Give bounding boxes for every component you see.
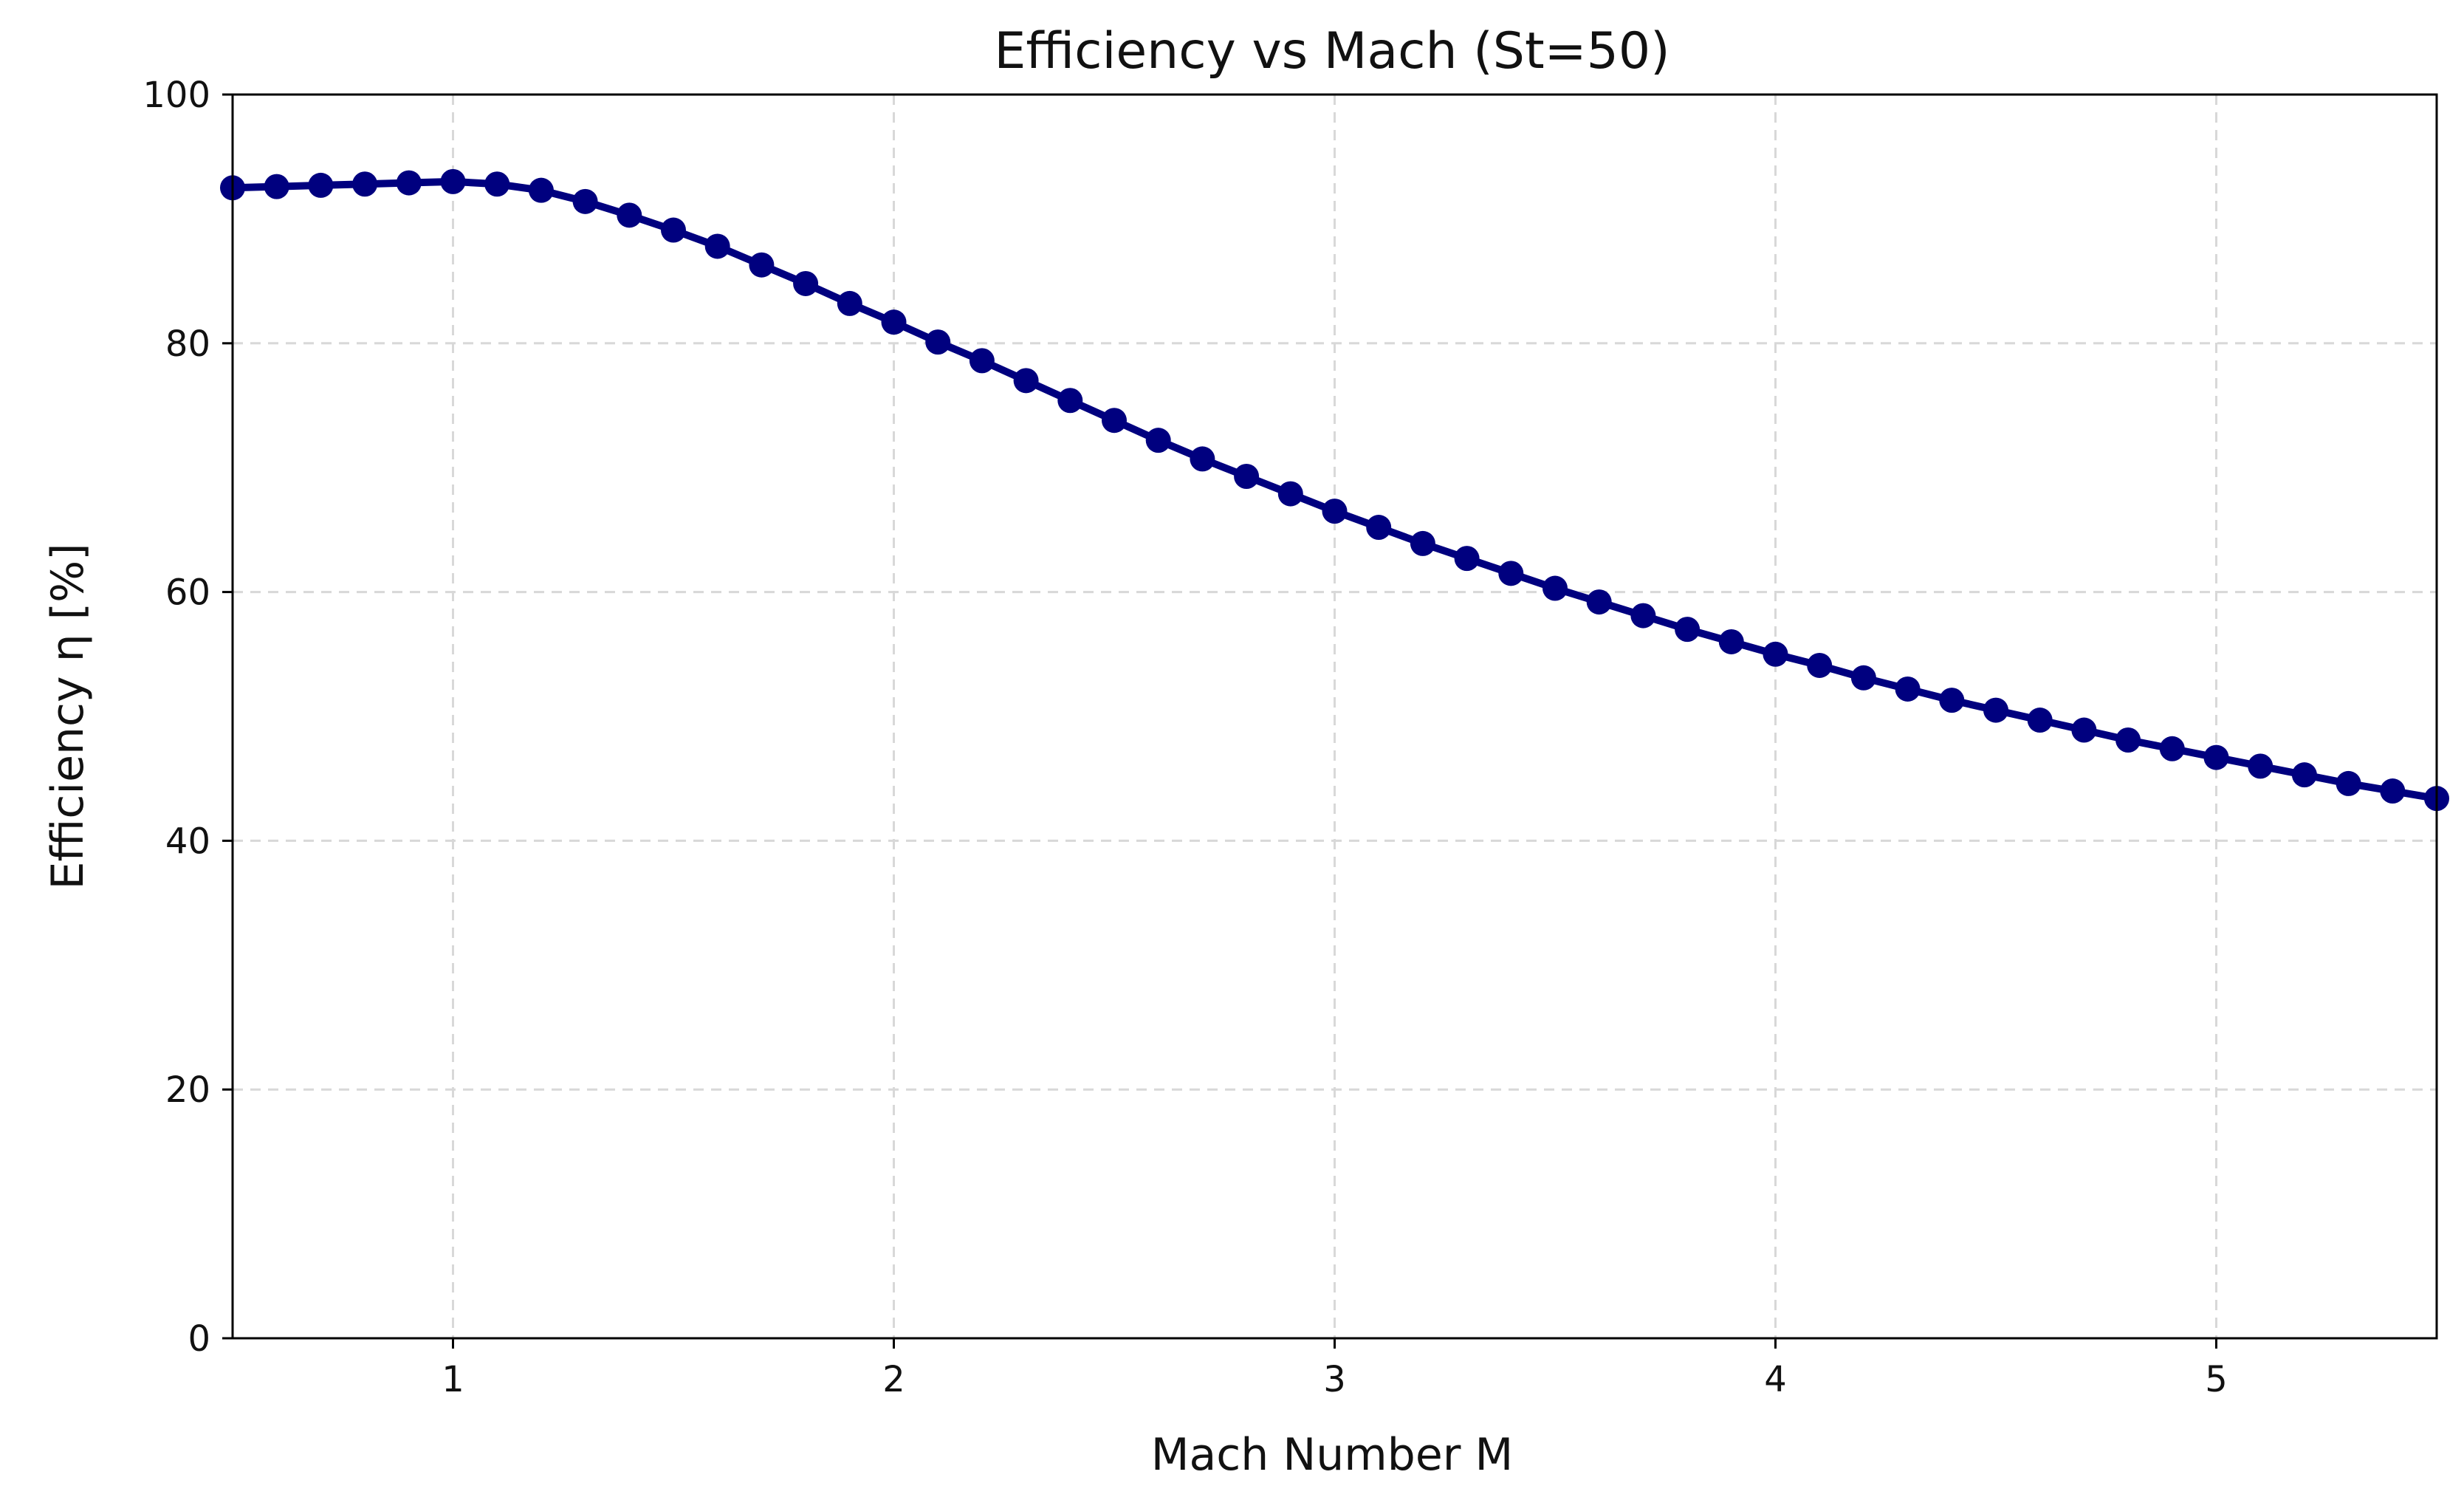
data-point: [2380, 778, 2406, 804]
y-tick-label: 60: [165, 572, 210, 614]
data-point: [1190, 446, 1215, 472]
data-point: [1630, 603, 1656, 629]
data-point: [793, 270, 819, 296]
data-point: [661, 217, 686, 243]
data-point: [572, 188, 598, 214]
data-point: [308, 172, 334, 198]
data-point: [1454, 546, 1480, 572]
data-point: [1322, 499, 1348, 524]
x-axis-label: Mach Number M: [1151, 1429, 1514, 1481]
data-point: [1410, 530, 1435, 556]
data-point: [2291, 762, 2317, 788]
data-point: [1145, 428, 1171, 453]
x-tick-label: 3: [1323, 1359, 1346, 1400]
data-point: [837, 290, 862, 316]
data-point: [1234, 463, 1260, 489]
data-point: [484, 171, 510, 197]
data-point: [925, 329, 951, 355]
data-point: [1718, 629, 1744, 654]
data-point: [1939, 688, 1965, 713]
data-point: [2248, 753, 2273, 779]
x-tick-label: 1: [442, 1359, 464, 1400]
data-point: [969, 348, 995, 374]
data-point: [1057, 388, 1083, 414]
data-point: [1102, 408, 1127, 434]
data-point: [1013, 368, 1039, 394]
data-point: [2159, 736, 2185, 761]
data-point: [1277, 481, 1303, 507]
chart-title: Efficiency vs Mach (St=50): [994, 22, 1669, 81]
data-point: [749, 252, 775, 278]
y-tick-label: 40: [165, 821, 210, 862]
data-point: [1675, 617, 1701, 643]
x-tick-label: 5: [2205, 1359, 2228, 1400]
y-tick-label: 80: [165, 323, 210, 365]
data-point: [1850, 665, 1876, 691]
data-point: [881, 309, 907, 335]
data-point: [1983, 697, 2008, 723]
marker-layer: [220, 168, 2449, 812]
data-point: [1763, 641, 1788, 667]
data-point: [528, 177, 554, 203]
data-point: [1542, 575, 1568, 601]
data-point: [2115, 727, 2141, 753]
tick-layer: 1 2 3 4 5 0 20 40 60 80 100: [143, 75, 2227, 1400]
y-tick-label: 100: [143, 75, 210, 116]
data-point: [1807, 652, 1833, 678]
grid-layer: [233, 95, 2437, 1338]
data-point: [1366, 515, 1392, 541]
y-axis-label: Efficiency η [%]: [42, 543, 94, 889]
data-point: [1586, 589, 1612, 615]
data-point: [440, 168, 466, 194]
data-point: [2336, 770, 2361, 796]
y-tick-label: 20: [165, 1069, 210, 1111]
data-point: [2071, 717, 2097, 743]
data-point: [617, 202, 642, 228]
data-point: [2027, 708, 2053, 733]
x-tick-label: 2: [882, 1359, 905, 1400]
data-point: [352, 171, 378, 197]
data-point: [2203, 744, 2229, 770]
y-tick-label: 0: [188, 1318, 210, 1360]
data-point: [1498, 561, 1524, 586]
data-point: [1895, 676, 1921, 702]
data-point: [264, 174, 289, 199]
x-tick-label: 4: [1764, 1359, 1787, 1400]
data-point: [396, 170, 422, 196]
data-point: [704, 233, 730, 259]
